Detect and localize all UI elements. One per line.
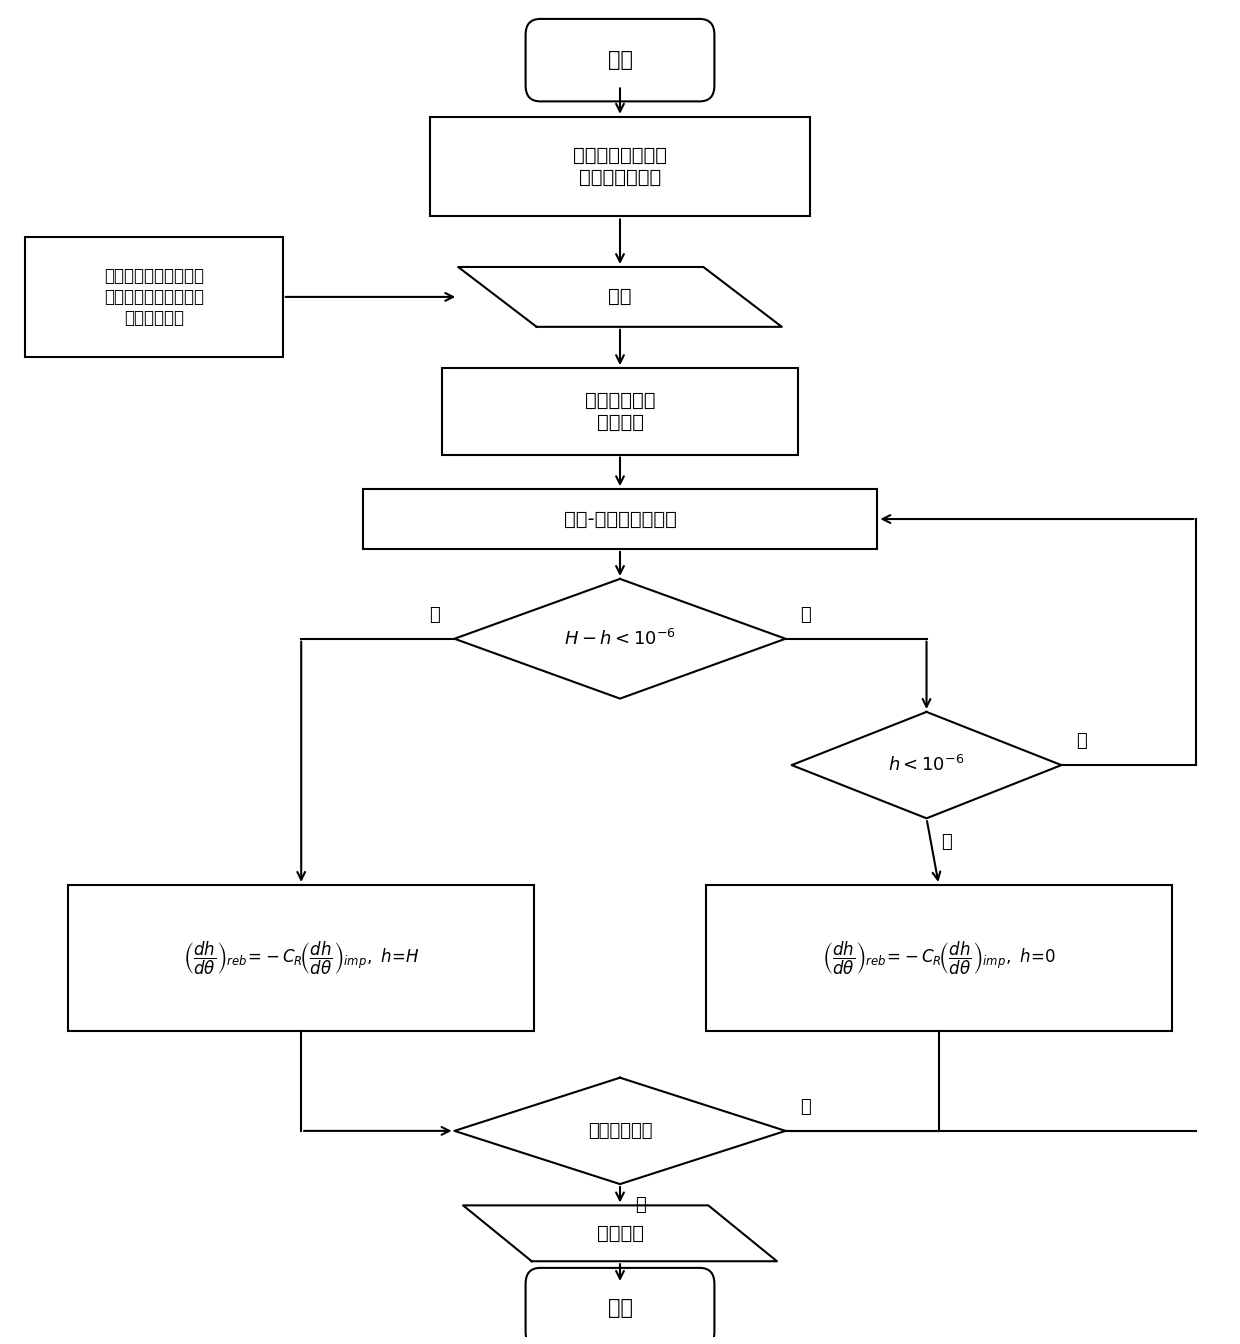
Text: 否: 否 (800, 1098, 811, 1116)
Text: 结束: 结束 (608, 1298, 632, 1318)
Text: 是: 是 (635, 1196, 646, 1215)
Text: 输入: 输入 (609, 288, 631, 306)
Text: 获得进排气阀腔压
力脉动控制方程: 获得进排气阀腔压 力脉动控制方程 (573, 146, 667, 187)
Polygon shape (458, 267, 782, 327)
Text: $H-h<10^{-6}$: $H-h<10^{-6}$ (564, 629, 676, 649)
FancyBboxPatch shape (526, 19, 714, 101)
Text: 是: 是 (429, 606, 440, 624)
Polygon shape (455, 1078, 785, 1184)
Bar (68, 884, 534, 1031)
Text: $\left(\dfrac{dh}{d\theta}\right)_{reb}\!=\!-C_R\!\left(\dfrac{dh}{d\theta}\righ: $\left(\dfrac{dh}{d\theta}\right)_{reb}\… (182, 939, 419, 977)
Text: 开始: 开始 (608, 50, 632, 70)
Text: 是: 是 (941, 833, 952, 851)
Text: $\left(\dfrac{dh}{d\theta}\right)_{reb}\!=\!-C_R\!\left(\dfrac{dh}{d\theta}\righ: $\left(\dfrac{dh}{d\theta}\right)_{reb}\… (822, 939, 1055, 977)
Text: 龙格-库塔法解方程组: 龙格-库塔法解方程组 (563, 509, 677, 528)
Bar (443, 368, 797, 454)
Polygon shape (463, 1206, 777, 1261)
Bar (430, 117, 810, 216)
Text: 否: 否 (1076, 732, 1087, 750)
Polygon shape (791, 712, 1061, 818)
Bar (25, 237, 283, 356)
Text: $h<10^{-6}$: $h<10^{-6}$ (888, 755, 965, 775)
Text: 压缩机几何特性参数，
气阀结构参数及压力、
温度等初始值: 压缩机几何特性参数， 气阀结构参数及压力、 温度等初始值 (104, 267, 205, 327)
Text: 输出结果: 输出结果 (596, 1224, 644, 1243)
Polygon shape (455, 579, 785, 699)
Bar (362, 489, 878, 548)
Text: 循环是否收敛: 循环是否收敛 (588, 1122, 652, 1140)
Text: 获取初始条件
并初始化: 获取初始条件 并初始化 (585, 391, 655, 431)
FancyBboxPatch shape (526, 1267, 714, 1344)
Text: 否: 否 (800, 606, 811, 624)
Bar (706, 884, 1172, 1031)
